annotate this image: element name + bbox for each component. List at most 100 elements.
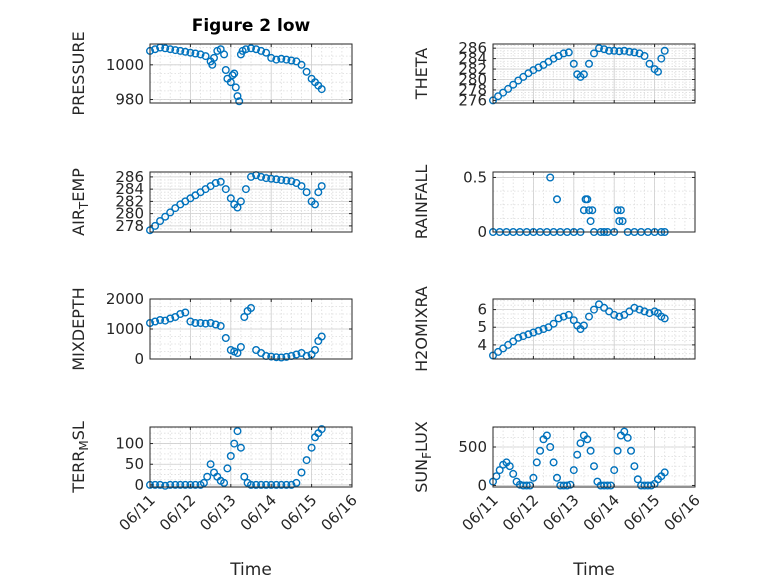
x-tick-label: 06/13: [539, 491, 582, 534]
data-point: [287, 56, 296, 65]
data-point: [576, 439, 585, 448]
data-point: [287, 480, 296, 489]
y-axis-label: TERRMSL: [69, 421, 91, 494]
data-point: [277, 54, 286, 63]
data-point: [640, 307, 649, 316]
data-point: [660, 314, 669, 323]
data-point: [211, 178, 220, 187]
data-point: [645, 59, 654, 68]
data-point: [246, 480, 255, 489]
data-point: [586, 217, 595, 226]
data-point: [156, 480, 165, 489]
data-point: [262, 48, 271, 57]
data-point: [529, 328, 538, 337]
data-point: [620, 46, 629, 55]
data-point: [585, 59, 594, 68]
data-point: [499, 88, 508, 97]
x-tick-label: 06/11: [459, 491, 502, 534]
data-point: [246, 44, 255, 53]
data-point: [236, 443, 245, 452]
figure-title: Figure 2 low: [192, 16, 311, 36]
y-tick-label: 282: [115, 192, 144, 210]
y-tick-label: 278: [458, 81, 487, 99]
data-point: [603, 481, 612, 490]
y-tick-label: 0: [134, 476, 144, 494]
data-point: [262, 480, 271, 489]
data-point: [585, 312, 594, 321]
data-point: [221, 334, 230, 343]
axes-box: [149, 171, 353, 233]
x-tick-label: 06/12: [499, 491, 542, 534]
data-series: [145, 43, 326, 106]
subplot-mixdepth: 0 1000 2000 MIXDEPTH: [69, 287, 353, 371]
data-point: [220, 478, 229, 487]
data-point: [226, 78, 235, 87]
data-point: [156, 216, 165, 225]
data-point: [199, 478, 208, 487]
data-point: [206, 319, 215, 328]
data-point: [660, 46, 669, 55]
x-tick-label: 06/16: [318, 491, 361, 534]
y-tick-label: 6: [477, 301, 487, 319]
y-axis-label: H2OMIXRA: [412, 286, 431, 372]
data-point: [166, 45, 175, 54]
data-point: [610, 466, 619, 475]
data-point: [559, 312, 568, 321]
axes-box: [149, 426, 353, 488]
data-point: [532, 458, 541, 467]
data-point: [553, 473, 562, 482]
subplot-pressure: 980 1000 PRESSURE: [69, 31, 353, 116]
data-point: [196, 50, 205, 59]
data-point: [616, 206, 625, 215]
data-point: [588, 206, 597, 215]
data-point: [586, 446, 595, 455]
data-point: [522, 481, 531, 490]
data-point: [314, 188, 323, 197]
y-tick-label: 280: [115, 205, 144, 223]
data-point: [262, 174, 271, 183]
y-tick-label: 4: [477, 336, 487, 354]
y-tick-label: 100: [115, 435, 144, 453]
y-axis-label: MIXDEPTH: [69, 287, 88, 370]
data-point: [206, 460, 215, 469]
data-point: [257, 172, 266, 181]
x-tick-label: 06/14: [237, 491, 280, 534]
axes-box: [492, 43, 696, 104]
data-point: [236, 343, 245, 352]
data-point: [196, 319, 205, 328]
data-point: [317, 85, 326, 94]
data-point: [563, 481, 572, 490]
data-point: [191, 49, 200, 58]
data-point: [645, 309, 654, 318]
data-point: [514, 333, 523, 342]
data-point: [257, 480, 266, 489]
x-axis-label-right: Time: [572, 560, 615, 580]
data-point: [230, 439, 239, 448]
data-point: [161, 481, 170, 490]
data-point: [615, 312, 624, 321]
y-axis-label: AIRTEMP: [69, 168, 91, 236]
y-tick-label: 286: [458, 39, 487, 57]
data-point: [221, 185, 230, 194]
subplot-rainfall: 0 0.5 RAINFALL: [412, 165, 696, 241]
data-point: [176, 46, 185, 55]
y-tick-label: 284: [458, 50, 487, 68]
data-point: [272, 480, 281, 489]
y-tick-label: 1000: [106, 56, 144, 74]
y-tick-label: 980: [115, 91, 144, 109]
data-point: [191, 319, 200, 328]
data-point: [226, 194, 235, 203]
data-point: [233, 349, 242, 358]
data-point: [171, 204, 180, 213]
data-point: [282, 55, 291, 64]
axes-box: [492, 298, 696, 360]
data-point: [627, 446, 636, 455]
data-point: [297, 60, 306, 69]
data-point: [605, 46, 614, 55]
data-point: [209, 53, 218, 62]
data-point: [236, 197, 245, 206]
data-point: [166, 208, 175, 217]
